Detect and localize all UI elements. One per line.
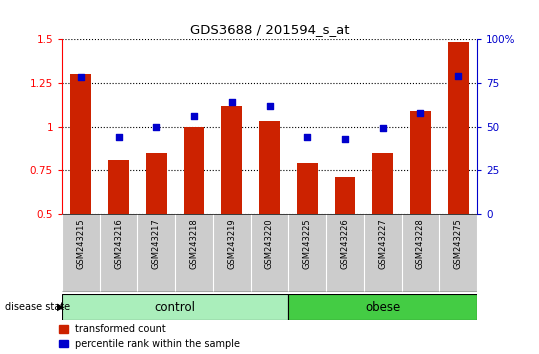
Bar — [222, 105, 242, 214]
Bar — [71, 74, 91, 214]
Text: ▶: ▶ — [57, 302, 64, 312]
Point — [303, 134, 312, 140]
Bar — [62, 294, 288, 320]
Text: GSM243228: GSM243228 — [416, 218, 425, 269]
Text: GSM243225: GSM243225 — [303, 218, 312, 269]
Point — [190, 113, 198, 119]
Text: control: control — [155, 301, 196, 314]
Text: GSM243215: GSM243215 — [77, 218, 85, 269]
Point — [341, 136, 349, 142]
Point — [114, 134, 123, 140]
Point — [152, 124, 161, 130]
Bar — [146, 153, 167, 214]
Bar — [297, 163, 317, 214]
Point — [416, 110, 425, 115]
Point — [378, 125, 387, 131]
Bar — [108, 160, 129, 214]
Text: GSM243219: GSM243219 — [227, 218, 236, 269]
Text: GSM243275: GSM243275 — [454, 218, 462, 269]
Point — [454, 73, 462, 79]
Bar — [448, 42, 468, 214]
Point — [227, 99, 236, 105]
Bar — [372, 153, 393, 214]
Point — [265, 103, 274, 108]
Text: GSM243227: GSM243227 — [378, 218, 387, 269]
Text: disease state: disease state — [5, 302, 71, 312]
Text: GSM243220: GSM243220 — [265, 218, 274, 269]
Text: obese: obese — [365, 301, 400, 314]
Text: GSM243218: GSM243218 — [190, 218, 198, 269]
Bar — [410, 111, 431, 214]
Point — [77, 75, 85, 80]
Text: GSM243226: GSM243226 — [341, 218, 349, 269]
Bar — [184, 127, 204, 214]
Title: GDS3688 / 201594_s_at: GDS3688 / 201594_s_at — [190, 23, 349, 36]
Bar — [259, 121, 280, 214]
Bar — [288, 294, 477, 320]
Text: GSM243216: GSM243216 — [114, 218, 123, 269]
Legend: transformed count, percentile rank within the sample: transformed count, percentile rank withi… — [59, 324, 240, 349]
Text: GSM243217: GSM243217 — [152, 218, 161, 269]
Bar — [335, 177, 355, 214]
